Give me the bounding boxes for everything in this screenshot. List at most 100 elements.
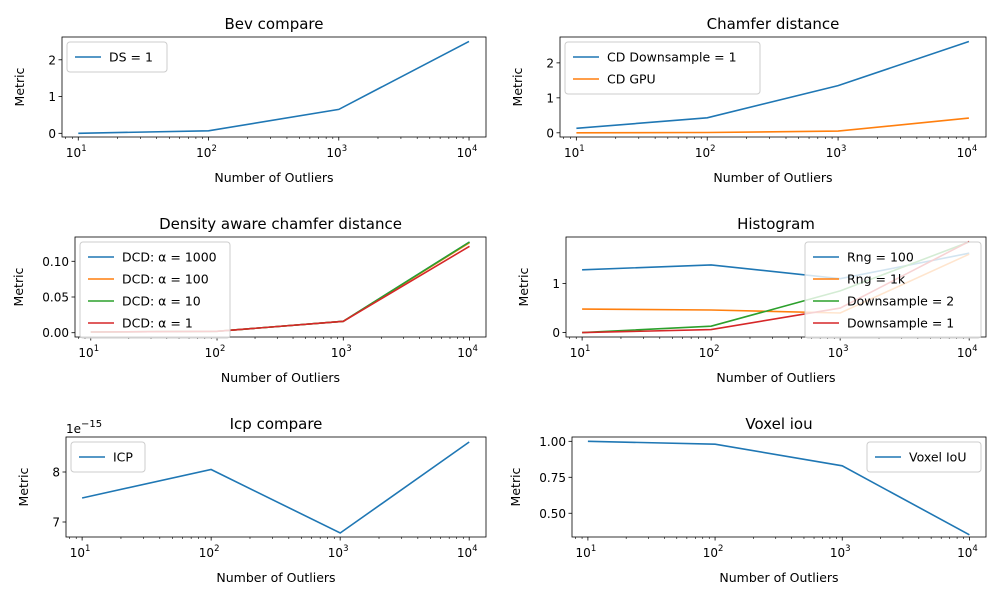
y-tick-label: 0.75: [539, 471, 566, 485]
legend: DCD: α = 1000 DCD: α = 100 DCD: α = 10 DCD:…: [79, 241, 231, 339]
y-axis-label: Metric: [510, 67, 525, 106]
chart-title: Density aware chamfer distance: [159, 215, 402, 233]
y-tick-label: 0: [48, 127, 56, 141]
axes-frame: [65, 436, 487, 538]
x-tick-label: 104: [957, 344, 978, 360]
y-tick-label: 2: [546, 56, 554, 70]
x-tick-label: 103: [328, 544, 349, 560]
chart-title: Chamfer distance: [707, 15, 840, 33]
y-axis-label: Metric: [516, 267, 531, 306]
subplot-6: Voxel iou 101 102 103 104 0.50 0.75 1.00 Number …: [508, 415, 987, 585]
x-tick-label: 104: [957, 544, 978, 560]
legend-box: [70, 441, 146, 473]
legend-box: [804, 241, 982, 339]
legend-entry: DCD: α = 100: [122, 272, 209, 287]
x-tick-label: 102: [703, 544, 724, 560]
legend-entry: Voxel IoU: [909, 450, 966, 465]
y-tick-label: 0.10: [42, 255, 69, 269]
x-tick-label: 103: [826, 144, 847, 160]
subplot-4: Histogram 101 102 103 104 0 1 Number of Outlier…: [516, 215, 987, 385]
y-axis-label: Metric: [508, 467, 523, 506]
chart-title: Histogram: [737, 215, 815, 233]
x-tick-label: 103: [830, 544, 851, 560]
chart-title: Icp compare: [230, 415, 323, 433]
x-tick-label: 101: [564, 144, 585, 160]
x-tick-label: 102: [196, 144, 217, 160]
legend-entry: DCD: α = 1000: [122, 250, 217, 265]
y-tick-label: 1.00: [539, 435, 566, 449]
y-tick-label: 2: [48, 53, 56, 67]
x-tick-label: 101: [70, 544, 91, 560]
y-tick-label: 0: [546, 126, 554, 140]
x-tick-label: 104: [457, 144, 478, 160]
y-axis-label: Metric: [12, 67, 27, 106]
y-offset-text: 1e−15: [66, 419, 102, 436]
legend: ICP: [70, 441, 146, 473]
axes-frame: [61, 36, 487, 138]
y-tick-label: 0: [552, 326, 560, 340]
x-tick-label: 102: [205, 344, 226, 360]
legend-entry: Rng = 1k: [847, 272, 906, 287]
legend-entry: Downsample = 2: [847, 294, 954, 309]
x-axis-label: Number of Outliers: [214, 170, 333, 185]
x-axis-label: Number of Outliers: [221, 370, 340, 385]
legend: Rng = 100 Rng = 1k Downsample = 2 Downsampl…: [804, 241, 982, 339]
legend-entry: Rng = 100: [847, 250, 914, 265]
legend-entry: CD Downsample = 1: [607, 50, 737, 65]
y-tick-label: 0.50: [539, 507, 566, 521]
x-tick-label: 101: [66, 144, 87, 160]
x-tick-label: 103: [326, 144, 347, 160]
legend: DS = 1: [66, 41, 168, 73]
x-axis-label: Number of Outliers: [716, 370, 835, 385]
series-line-1: [587, 440, 970, 536]
axes-frame: [559, 36, 987, 138]
legend-entry: Downsample = 1: [847, 316, 954, 331]
series-line-1: [78, 40, 470, 135]
x-tick-label: 102: [695, 144, 716, 160]
legend-box: [79, 241, 231, 339]
series-line-2: [576, 117, 969, 134]
legend-box: [66, 41, 168, 73]
x-tick-label: 103: [331, 344, 352, 360]
legend-entry: CD GPU: [607, 72, 656, 87]
y-tick-label: 1: [48, 90, 56, 104]
legend: CD Downsample = 1 CD GPU: [564, 41, 761, 95]
legend-entry: DCD: α = 10: [122, 294, 201, 309]
legend-box: [866, 441, 982, 473]
legend-entry: DCD: α = 1: [122, 316, 193, 331]
x-tick-label: 102: [199, 544, 220, 560]
legend-entry: ICP: [113, 450, 133, 465]
x-tick-label: 104: [957, 144, 978, 160]
x-tick-label: 104: [457, 544, 478, 560]
subplot-1: Bev compare 101 102 103 104 0 1 2 Number of Outl…: [12, 15, 487, 185]
y-tick-label: 0.00: [42, 326, 69, 340]
x-tick-label: 101: [576, 544, 597, 560]
series-line-1: [81, 441, 470, 534]
subplot-2: Chamfer distance 101 102 103 104 0 1 2 Number of…: [510, 15, 987, 185]
chart-title: Bev compare: [225, 15, 324, 33]
y-tick-label: 8: [52, 466, 60, 480]
axes-frame: [565, 236, 987, 338]
x-tick-label: 101: [570, 344, 591, 360]
x-tick-label: 103: [828, 344, 849, 360]
y-tick-label: 1: [546, 91, 554, 105]
x-axis-label: Number of Outliers: [216, 570, 335, 585]
axes-frame: [74, 236, 487, 338]
series-line-1: [576, 40, 970, 130]
chart-title: Voxel iou: [745, 415, 812, 433]
x-tick-label: 102: [699, 344, 720, 360]
x-tick-label: 101: [78, 344, 99, 360]
legend: Voxel IoU: [866, 441, 982, 473]
x-axis-label: Number of Outliers: [719, 570, 838, 585]
y-axis-label: Metric: [11, 267, 26, 306]
y-tick-label: 7: [52, 516, 60, 530]
y-tick-label: 0.05: [42, 291, 69, 305]
x-axis-label: Number of Outliers: [713, 170, 832, 185]
subplot-5: Icp compare 101 102 103 104 7 8 1e−15 Number of …: [16, 415, 487, 585]
y-tick-label: 1: [552, 277, 560, 291]
axes-frame: [571, 436, 987, 538]
y-axis-label: Metric: [16, 467, 31, 506]
legend-box: [564, 41, 761, 95]
x-tick-label: 104: [457, 344, 478, 360]
